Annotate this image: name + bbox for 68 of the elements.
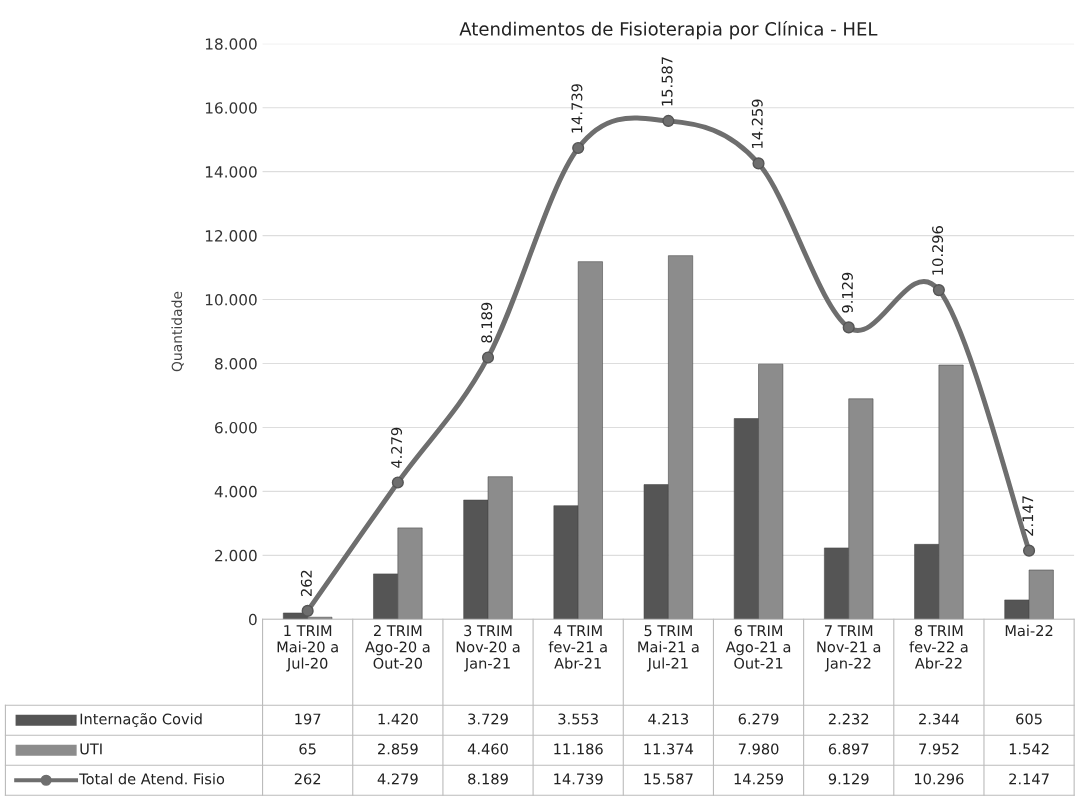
point [1022, 544, 1036, 557]
data-label: 3.553 [558, 713, 598, 725]
data-label: 4.213 [648, 713, 689, 725]
y-axis-title: Quantidade [171, 291, 184, 372]
data-label: 2.344 [919, 713, 959, 725]
x-tick-label: 8 TRIM fev-22 a Abr-22 [909, 625, 968, 669]
y-tick-label: 10.000 [205, 294, 257, 306]
data-label: 3.729 [468, 713, 508, 725]
x-tick-label: 3 TRIM Nov-20 a Jan-21 [456, 625, 520, 672]
data-label: 11.374 [644, 743, 694, 755]
x-tick-label: 1 TRIM Mai-20 a Jul-20 [277, 625, 338, 672]
text: 14.739 [571, 84, 583, 133]
text: 262 [300, 570, 312, 596]
x-tick-label: 4 TRIM fev-21 a Abr-21 [548, 625, 607, 669]
y-tick-label: 16.000 [205, 102, 257, 114]
chart-title: Atendimentos de Fisioterapia por Clínica - HEL [459, 21, 878, 40]
y-tick-label: 0 [249, 613, 257, 626]
data-label: 14.739 [554, 773, 603, 785]
data-label: 197 [295, 713, 321, 725]
data-label: 4.460 [467, 743, 508, 755]
legend-label: Total de Atend. Fisio [79, 773, 225, 785]
data-label: 2.147 [1009, 773, 1049, 785]
data-label: 15.587 [644, 773, 693, 785]
text: 8.189 [481, 302, 493, 343]
data-label: 9.129 [828, 773, 869, 785]
x-tick-label: 2 TRIM Ago-20 a Out-20 [365, 625, 430, 669]
x-tick-label: Mai-22 [1005, 624, 1053, 637]
data-label: 10.296 [914, 773, 964, 785]
data-label: 262 [294, 773, 321, 785]
data-label: 7.980 [738, 743, 779, 755]
text: 15.587 [661, 57, 673, 106]
data-label: 1.420 [378, 713, 418, 725]
y-tick-label: 8.000 [215, 357, 257, 370]
data-label: 605 [1016, 713, 1042, 725]
point [572, 141, 585, 155]
y-tick-label: 6.000 [215, 421, 257, 434]
data-label: 1.542 [1009, 743, 1049, 755]
point [481, 351, 495, 364]
point [301, 604, 314, 617]
y-tick-label: 2.000 [215, 549, 257, 562]
legend-label: Internação Covid [80, 712, 202, 728]
data-label: 14.259 [734, 773, 784, 785]
point [662, 114, 675, 128]
legend-label: UTI [80, 743, 102, 755]
data-label: 2.859 [378, 743, 418, 755]
text: 9.129 [841, 272, 853, 313]
data-label: 7.952 [919, 743, 959, 755]
x-tick-label: 6 TRIM Ago-21 a Out-21 [725, 625, 791, 669]
y-tick-label: 4.000 [214, 485, 257, 498]
text: 14.259 [751, 99, 763, 148]
data-label: 6.897 [828, 743, 869, 755]
point [752, 157, 765, 170]
data-label: 65 [299, 743, 316, 755]
text: 4.279 [391, 427, 403, 468]
point [932, 284, 945, 297]
x-tick-label: 7 TRIM Nov-21 a Jan-22 [817, 625, 881, 672]
point [842, 321, 855, 334]
point [391, 476, 404, 489]
x-tick-label: 5 TRIM Mai-21 a Jul-21 [638, 625, 699, 672]
y-tick-label: 14.000 [205, 166, 257, 178]
data-label: 4.279 [377, 773, 418, 785]
data-label: 6.279 [738, 713, 779, 725]
y-tick-label: 18.000 [205, 38, 257, 50]
data-label: 8.189 [468, 773, 508, 785]
data-label: 11.186 [554, 743, 603, 755]
y-tick-label: 12.000 [205, 230, 257, 242]
text: 10.296 [932, 226, 944, 275]
data-label: 2.232 [828, 713, 869, 725]
